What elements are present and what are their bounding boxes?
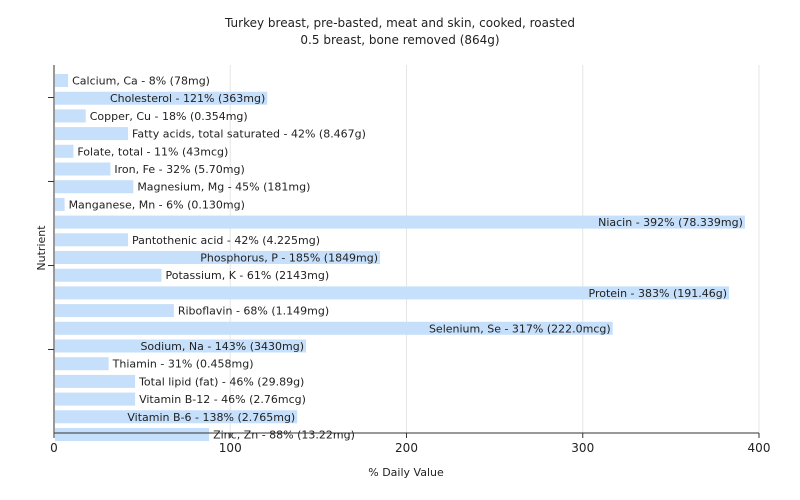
bar <box>55 144 74 158</box>
bar <box>55 251 381 264</box>
bar-label: Protein - 383% (191.46g) <box>589 287 728 300</box>
x-tick-label: 200 <box>395 441 418 455</box>
bar <box>55 428 210 441</box>
x-tick-label: 300 <box>571 441 594 455</box>
grid-lines <box>229 65 760 433</box>
x-tick-label: 0 <box>50 441 58 455</box>
bar <box>55 197 65 211</box>
bar <box>55 357 109 371</box>
bar-label: Folate, total - 11% (43mcg) <box>77 145 228 158</box>
bar <box>55 180 134 194</box>
bar <box>55 374 136 388</box>
bar-label: Cholesterol - 121% (363mg) <box>110 92 265 105</box>
bar-label: Fatty acids, total saturated - 42% (8.46… <box>132 128 366 141</box>
bar-label: Copper, Cu - 18% (0.354mg) <box>90 110 248 123</box>
bar <box>55 268 162 282</box>
bar <box>55 392 136 406</box>
bar <box>55 162 111 176</box>
bar-label: Zinc, Zn - 88% (13.22mg) <box>213 429 355 442</box>
bar-label: Phosphorus, P - 185% (1849mg) <box>200 252 378 265</box>
bar <box>55 109 86 123</box>
bar-label: Selenium, Se - 317% (222.0mcg) <box>429 322 611 335</box>
bar <box>55 233 129 247</box>
bar-label: Riboflavin - 68% (1.149mg) <box>178 305 329 318</box>
bar <box>55 74 69 87</box>
bar-label: Vitamin B-12 - 46% (2.76mcg) <box>139 393 306 406</box>
chart-title: Turkey breast, pre-basted, meat and skin… <box>225 16 575 30</box>
x-axis-label: % Daily Value <box>368 466 444 479</box>
bar <box>55 304 174 318</box>
chart-subtitle: 0.5 breast, bone removed (864g) <box>300 33 500 47</box>
bar-label: Magnesium, Mg - 45% (181mg) <box>137 181 310 194</box>
bar <box>55 410 298 424</box>
bar-label: Vitamin B-6 - 138% (2.765mg) <box>127 411 295 424</box>
bar <box>55 127 129 141</box>
x-tick-label: 400 <box>748 441 771 455</box>
bar <box>55 215 745 229</box>
bar <box>55 321 613 335</box>
x-tick-label: 100 <box>219 441 242 455</box>
bar-label: Niacin - 392% (78.339mg) <box>598 216 743 229</box>
axes: 0 100 200 300 400 <box>48 65 770 455</box>
bar-label: Sodium, Na - 143% (3430mg) <box>140 340 304 353</box>
bar-label: Calcium, Ca - 8% (78mg) <box>72 75 210 88</box>
bar <box>55 91 268 105</box>
bar-series: Calcium, Ca - 8% (78mg) Cholesterol - 121… <box>55 74 745 442</box>
bar-label: Manganese, Mn - 6% (0.130mg) <box>69 198 245 211</box>
bar-label: Pantothenic acid - 42% (4.225mg) <box>132 234 320 247</box>
bar-label: Potassium, K - 61% (2143mg) <box>166 269 330 282</box>
bar <box>55 286 730 300</box>
bar-label: Thiamin - 31% (0.458mg) <box>112 358 254 371</box>
bar <box>55 339 307 353</box>
bar-label: Total lipid (fat) - 46% (29.89g) <box>138 375 304 388</box>
y-axis-label: Nutrient <box>35 225 48 271</box>
bar-label: Iron, Fe - 32% (5.70mg) <box>114 163 244 176</box>
